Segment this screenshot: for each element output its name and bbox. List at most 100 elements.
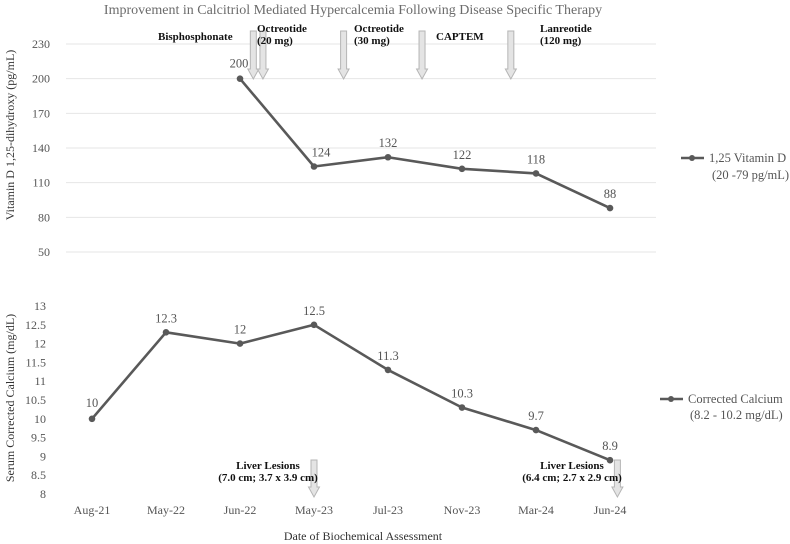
- vitd-y-tick-label: 140: [32, 141, 50, 155]
- liver-lesion-annotation-label: (6.4 cm; 2.7 x 2.9 cm): [522, 472, 622, 484]
- calcium-data-label: 12.5: [303, 304, 325, 318]
- calcium-point: [384, 366, 392, 374]
- calcium-segment: [387, 368, 463, 409]
- therapy-arrow-icon: [256, 30, 270, 81]
- vitd-data-labels: 200 124 132 122 118 88: [230, 57, 617, 201]
- liver-lesion-arrow-icon: [307, 459, 321, 499]
- therapy-arrow-icon: [415, 30, 429, 81]
- vitd-point: [458, 165, 466, 173]
- calcium-data-label: 8.9: [602, 439, 618, 453]
- vitd-series: [236, 75, 614, 212]
- vitd-point: [606, 204, 614, 212]
- calcium-point: [532, 426, 540, 434]
- x-tick-label: Mar-24: [518, 503, 554, 517]
- therapy-annotation-label: (120 mg): [540, 35, 582, 47]
- calcium-data-label: 12.3: [155, 311, 177, 325]
- calcium-data-label: 10: [86, 396, 99, 410]
- vitd-data-label: 122: [453, 148, 472, 162]
- calcium-data-label: 12: [234, 323, 247, 337]
- x-tick-label: Jun-22: [224, 503, 257, 517]
- calcium-point: [162, 329, 170, 336]
- calcium-segment: [535, 428, 611, 462]
- vitd-legend-marker: [689, 155, 695, 161]
- x-tick-label: Jun-24: [594, 503, 627, 517]
- calcium-legend-range: (8.2 - 10.2 mg/dL): [690, 408, 783, 422]
- vitd-data-label: 88: [604, 187, 617, 201]
- calcium-y-tick-label: 10.5: [25, 393, 46, 407]
- vitd-y-ticks: 50 80 110 140 170 200 230: [32, 37, 50, 259]
- therapy-annotation-label: Lanreotide: [540, 23, 592, 35]
- vitd-y-tick-label: 230: [32, 37, 50, 51]
- calcium-y-tick-label: 12.5: [25, 318, 46, 332]
- vitd-y-tick-label: 80: [38, 210, 50, 224]
- calcium-y-tick-label: 11: [34, 374, 46, 388]
- calcium-y-ticks: 8 8.5 9 9.5 10 10.5 11 11.5 12 12.5 13: [25, 299, 46, 501]
- calcium-point: [236, 340, 244, 347]
- calcium-legend-marker: [668, 396, 674, 402]
- vitd-data-label: 132: [379, 136, 398, 150]
- calcium-y-tick-label: 8: [40, 487, 46, 501]
- calcium-y-tick-label: 11.5: [25, 355, 46, 369]
- vitd-segment: [239, 77, 315, 168]
- calcium-segment: [91, 331, 167, 420]
- vitd-legend-name: 1,25 Vitamin D: [709, 151, 786, 165]
- vitd-point: [384, 153, 392, 161]
- calcium-annotations: Liver Lesions(7.0 cm; 3.7 x 3.9 cm)Liver…: [218, 459, 624, 499]
- calcium-y-axis-title: Serum Corrected Calcium (mg/dL): [3, 314, 17, 482]
- vitd-segment: [387, 155, 463, 171]
- therapy-annotation-label: (30 mg): [354, 35, 390, 47]
- calcium-y-tick-label: 13: [34, 299, 46, 313]
- vitd-point: [310, 163, 318, 170]
- calcium-series: [88, 321, 614, 464]
- calcium-data-label: 11.3: [377, 349, 398, 363]
- calcium-point: [310, 321, 318, 329]
- vitd-segment: [313, 155, 389, 168]
- x-tick-label: May-22: [147, 503, 185, 517]
- therapy-annotation-label: Octreotide: [257, 23, 307, 35]
- calcium-data-labels: 10 12.3 12 12.5 11.3 10.3 9.7 8.9: [86, 304, 618, 453]
- therapy-annotation-label: Octreotide: [354, 23, 404, 35]
- liver-lesion-annotation-label: Liver Lesions: [540, 460, 604, 472]
- therapy-arrow-icon: [337, 30, 350, 81]
- therapy-annotation-label: Bisphosphonate: [158, 31, 233, 43]
- x-axis-ticks: Aug-21 May-22 Jun-22 May-23 Jul-23 Nov-23 Mar-…: [74, 503, 627, 517]
- therapy-annotation-label: CAPTEM: [436, 31, 484, 43]
- calcium-y-tick-label: 9: [40, 449, 46, 463]
- calcium-segment: [313, 323, 389, 372]
- vitd-y-tick-label: 200: [32, 72, 50, 86]
- x-axis-title: Date of Biochemical Assessment: [284, 529, 443, 543]
- vitd-segment: [535, 172, 611, 210]
- vitd-segment: [461, 167, 537, 175]
- calcium-data-label: 10.3: [451, 387, 473, 401]
- calcium-y-tick-label: 9.5: [31, 431, 46, 445]
- therapy-arrow-icon: [504, 30, 518, 81]
- vitd-point: [236, 75, 244, 82]
- calcium-y-tick-label: 10: [34, 412, 46, 426]
- vitd-legend: 1,25 Vitamin D (20 -79 pg/mL): [681, 151, 789, 182]
- x-tick-label: Jul-23: [373, 503, 403, 517]
- vitd-legend-range: (20 -79 pg/mL): [712, 168, 789, 182]
- vitd-y-axis-title: Vitamin D 1,25-dihydroxy (pg/mL): [3, 50, 17, 221]
- vitd-y-tick-label: 50: [38, 245, 50, 259]
- calcium-point: [88, 415, 96, 423]
- vitd-gridlines: [66, 43, 656, 253]
- x-tick-label: May-23: [295, 503, 333, 517]
- vitd-data-label: 118: [527, 152, 545, 166]
- calcium-legend: Corrected Calcium (8.2 - 10.2 mg/dL): [660, 392, 783, 422]
- vitd-point: [532, 170, 540, 177]
- calcium-data-label: 9.7: [528, 409, 544, 423]
- calcium-y-tick-label: 12: [34, 337, 46, 351]
- liver-lesion-arrow-icon: [611, 459, 624, 499]
- vitd-data-label: 200: [230, 57, 249, 71]
- calcium-legend-name: Corrected Calcium: [688, 392, 783, 406]
- liver-lesion-annotation-label: (7.0 cm; 3.7 x 3.9 cm): [218, 472, 318, 484]
- calcium-y-tick-label: 8.5: [31, 468, 46, 482]
- calcium-segment: [165, 331, 241, 345]
- calcium-segment: [461, 406, 537, 432]
- vitd-y-tick-label: 170: [32, 106, 50, 120]
- chart-title: Improvement in Calcitriol Mediated Hyper…: [104, 3, 602, 18]
- vitd-data-label: 124: [312, 145, 332, 159]
- calcium-point: [458, 404, 466, 411]
